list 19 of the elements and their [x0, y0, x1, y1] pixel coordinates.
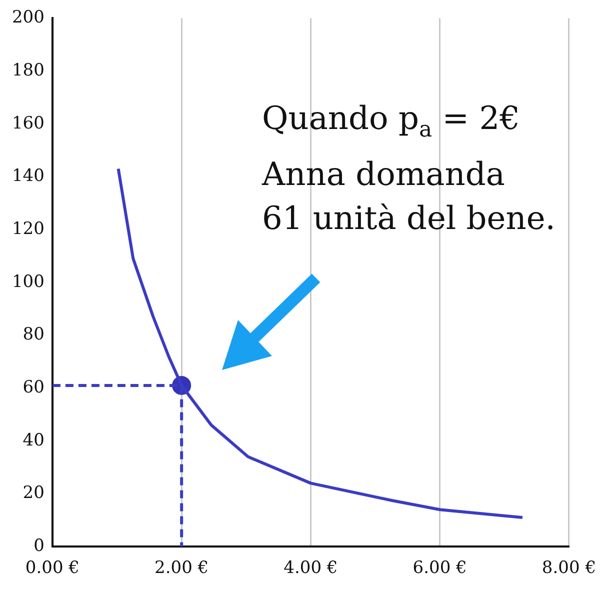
y-tick-label: 120	[12, 218, 44, 239]
y-tick-label: 60	[22, 378, 44, 398]
y-tick-label: 80	[22, 324, 44, 345]
x-tick-label: 8.00 €	[542, 558, 596, 578]
annotation: 61 unità del bene.	[262, 198, 556, 240]
y-tick-label: 200	[12, 8, 44, 28]
x-tick-label: 2.00 €	[154, 558, 209, 578]
annotation: Anna domanda	[262, 154, 506, 196]
y-tick-label: 20	[22, 483, 44, 504]
x-tick-label: 0.00 €	[25, 558, 80, 578]
y-tick-label: 100	[12, 272, 44, 292]
annotation: Quando p$_{a}$ = 2€	[262, 98, 521, 144]
x-tick-label: 6.00 €	[412, 558, 467, 578]
y-tick-label: 0	[34, 536, 44, 556]
y-tick-label: 140	[12, 166, 44, 186]
y-tick-label: 180	[12, 60, 44, 80]
x-tick-label: 4.00 €	[284, 558, 338, 578]
y-tick-label: 160	[12, 113, 44, 134]
y-tick-label: 40	[22, 430, 44, 450]
